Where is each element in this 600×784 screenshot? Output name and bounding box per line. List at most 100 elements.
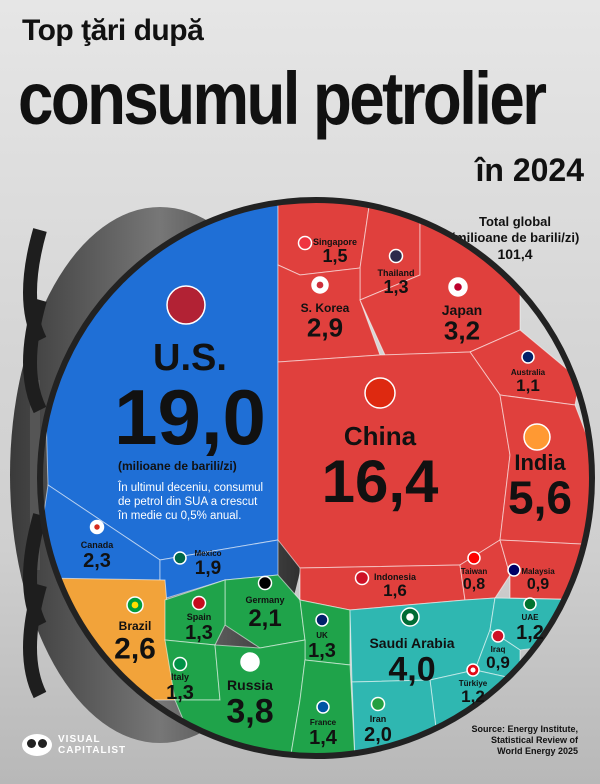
au-flag-icon <box>521 350 535 364</box>
title-line-3: în 2024 <box>475 152 584 188</box>
value-italy: 1,3 <box>166 682 194 704</box>
label-s-korea: S. Korea <box>301 301 350 315</box>
total-label-b: (milioane de barili/zi) <box>450 230 580 245</box>
visual-capitalist-logo: VISUAL CAPITALIST <box>22 734 126 756</box>
us-note-line-3: în medie cu 0,5% anual. <box>117 510 241 522</box>
de-flag-icon <box>257 575 273 591</box>
value-s-korea: 2,9 <box>307 313 343 343</box>
total-label-a: Total global <box>479 214 551 229</box>
value-u-s-: 19,0 <box>114 373 266 461</box>
value-germany: 2,1 <box>248 605 281 632</box>
value-mexico: 1,9 <box>195 558 221 579</box>
source-line-3: World Energy 2025 <box>497 746 578 756</box>
logo-text-1: VISUAL <box>58 734 101 745</box>
cell-taiwan <box>459 539 511 601</box>
total-value: 101,4 <box>497 246 533 262</box>
jp-flag-icon-detail <box>454 283 462 291</box>
label-indonesia: Indonesia <box>374 572 417 582</box>
label-russia: Russia <box>227 677 273 693</box>
value-spain: 1,3 <box>185 622 213 644</box>
title-line-1: Top ţări după <box>22 14 204 47</box>
value-t-rkiye: 1,2 <box>461 687 485 706</box>
source-line-2: Statistical Review of <box>490 735 578 745</box>
label-t-rkiye: Türkiye <box>459 679 488 688</box>
cell-iran <box>351 679 441 756</box>
label-saudi-arabia: Saudi Arabia <box>369 635 454 651</box>
us-flag-icon <box>166 285 206 325</box>
label-italy: Italy <box>171 672 189 682</box>
my-flag-icon <box>507 563 521 577</box>
label-canada: Canada <box>81 540 115 550</box>
cell-spain <box>164 579 226 646</box>
label-japan: Japan <box>442 302 482 318</box>
value-iran: 2,0 <box>364 724 392 746</box>
label-u-s-: U.S. <box>153 337 227 379</box>
value-indonesia: 1,6 <box>383 581 407 600</box>
label-brazil: Brazil <box>119 619 152 633</box>
ir-flag-icon <box>370 696 386 712</box>
value-uae: 1,2 <box>516 622 544 644</box>
us-note-line-1: În ultimul deceniu, consumul <box>117 481 263 494</box>
ru-flag-icon <box>240 652 260 672</box>
es-flag-icon <box>191 595 207 611</box>
source-note: Source: Energy Institute, Statistical Re… <box>458 724 578 757</box>
value-canada: 2,3 <box>83 550 111 572</box>
label-uae: UAE <box>522 613 540 622</box>
logo-mark-icon <box>22 734 52 756</box>
value-brazil: 2,6 <box>114 633 156 666</box>
fr-flag-icon <box>316 700 330 714</box>
label-malaysia: Malaysia <box>521 567 555 576</box>
barrel-rim <box>37 197 595 759</box>
value-thailand: 1,3 <box>383 277 408 297</box>
us-note-line-2: de petrol din SUA a crescut <box>118 496 258 508</box>
value-japan: 3,2 <box>444 316 480 346</box>
mx-flag-icon <box>173 551 187 565</box>
in-flag-icon <box>523 423 551 451</box>
cn-flag-icon <box>364 377 396 409</box>
barrel-rib <box>23 298 47 414</box>
value-france: 1,4 <box>309 727 338 749</box>
logo-text-2: CAPITALIST <box>58 745 127 756</box>
th-flag-icon <box>388 248 404 264</box>
label-spain: Spain <box>187 612 212 622</box>
us-unit-note: (milioane de barili/zi) <box>118 459 237 473</box>
label-india: India <box>514 450 566 475</box>
label-iran: Iran <box>370 714 387 724</box>
kr-flag-icon-detail <box>316 281 324 289</box>
label-iraq: Iraq <box>491 645 506 654</box>
id-flag-icon <box>354 570 370 586</box>
ca-flag-icon-detail <box>94 524 100 530</box>
source-line-1: Source: Energy Institute, <box>471 724 578 734</box>
br-flag-icon-detail <box>131 601 139 609</box>
title-line-2: consumul petrolier <box>18 57 547 140</box>
value-singapore: 1,5 <box>322 246 347 266</box>
label-singapore: Singapore <box>313 237 357 247</box>
value-uk: 1,3 <box>308 640 336 662</box>
value-india: 5,6 <box>508 472 572 524</box>
label-uk: UK <box>316 631 328 640</box>
label-germany: Germany <box>245 595 284 605</box>
label-thailand: Thailand <box>377 268 414 278</box>
uk-flag-icon <box>315 613 329 627</box>
label-taiwan: Taiwan <box>461 567 488 576</box>
value-russia: 3,8 <box>226 692 273 730</box>
label-australia: Australia <box>511 368 546 377</box>
value-malaysia: 0,9 <box>527 576 549 593</box>
total-global: Total global (milioane de barili/zi) 101… <box>440 214 590 262</box>
label-china: China <box>344 421 417 451</box>
sa-flag-icon-detail <box>406 613 414 621</box>
value-china: 16,4 <box>322 448 439 515</box>
value-iraq: 0,9 <box>486 653 510 672</box>
sg-flag-icon <box>297 235 313 251</box>
tr-flag-icon-detail <box>470 667 476 673</box>
value-australia: 1,1 <box>516 376 540 395</box>
barrel-rib <box>23 583 47 699</box>
value-taiwan: 0,8 <box>463 576 485 593</box>
it-flag-icon <box>172 656 188 672</box>
ae-flag-icon <box>523 597 537 611</box>
label-france: France <box>310 718 337 727</box>
label-mexico: Mexico <box>194 549 221 558</box>
value-saudi-arabia: 4,0 <box>388 650 435 688</box>
tw-flag-icon <box>467 551 481 565</box>
